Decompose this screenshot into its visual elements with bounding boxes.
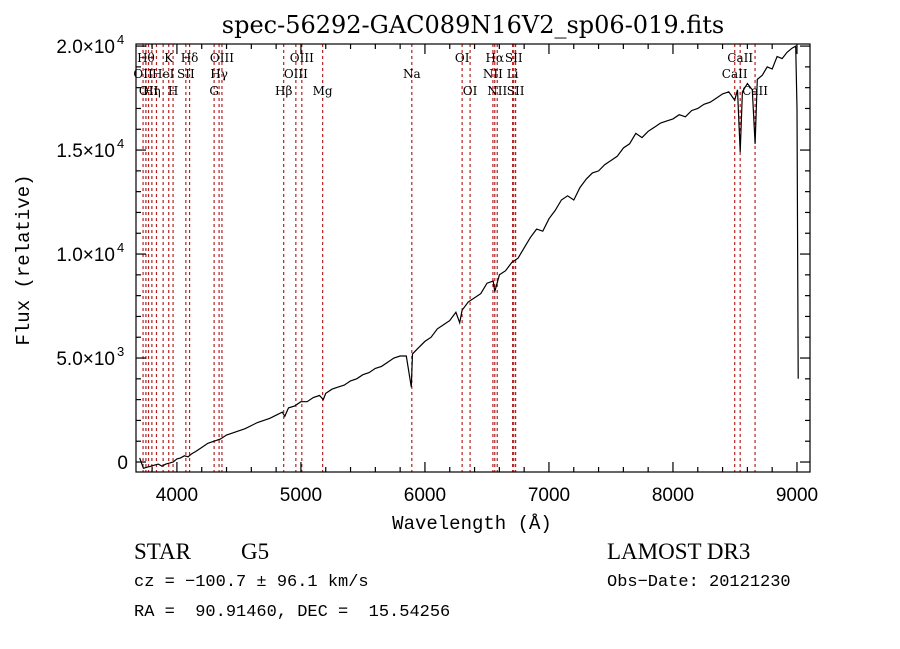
- x-axis-label: Wavelength (Å): [392, 513, 552, 535]
- observation-date: Obs−Date: 20121230: [607, 573, 791, 592]
- x-tick-label: 9000: [776, 485, 818, 506]
- y-tick-label: 2.0×10: [56, 37, 115, 58]
- line-label: K: [164, 51, 174, 65]
- line-label: G: [209, 84, 219, 98]
- line-label: SII: [177, 67, 195, 81]
- y-axis: 05.0×10 31.0×10 41.5×10 42.0×10 4: [56, 32, 810, 474]
- line-label: OIII: [290, 51, 314, 65]
- line-label: Mg: [313, 84, 333, 98]
- line-label: OIII: [210, 51, 234, 65]
- line-label: SII: [505, 51, 523, 65]
- line-label: H: [168, 84, 178, 98]
- spectral-line-labels: OIIHθOIIHηHeIKHSIIHδGHγOIIIHβOIIIOIIIMgN…: [133, 51, 768, 98]
- x-axis: 4000 5000 6000 7000 8000 9000: [151, 44, 818, 506]
- object-subclass: G5: [241, 539, 270, 564]
- line-label: OII: [139, 84, 159, 98]
- chart-title: spec-56292-GAC089N16V2_sp06-019.fits: [222, 11, 724, 39]
- x-tick-label: 8000: [652, 485, 694, 506]
- x-tick-label: 4000: [156, 485, 198, 506]
- object-class: STAR: [134, 539, 191, 564]
- y-tick-label: 5.0×10: [56, 349, 115, 370]
- y-tick-exponent: 4: [117, 136, 124, 151]
- spectral-line-markers: [142, 44, 756, 472]
- line-label: CaII: [722, 67, 748, 81]
- line-label: OI: [463, 84, 478, 98]
- x-tick-label: 5000: [280, 485, 322, 506]
- line-label: SII: [507, 84, 525, 98]
- line-label: Hγ: [210, 67, 228, 81]
- y-tick-label: 1.5×10: [56, 141, 115, 162]
- y-tick-exponent: 3: [117, 344, 124, 359]
- line-label: CaII: [727, 51, 753, 65]
- line-label: Hδ: [181, 51, 199, 65]
- line-label: OI: [455, 51, 470, 65]
- line-label: Hβ: [275, 84, 292, 98]
- plot-frame: [135, 43, 811, 473]
- x-tick-label: 6000: [404, 485, 446, 506]
- line-label: OII: [133, 67, 153, 81]
- line-label: NII: [487, 84, 507, 98]
- y-tick-exponent: 4: [117, 240, 124, 255]
- y-tick-exponent: 4: [117, 32, 124, 47]
- line-label: NII: [483, 67, 503, 81]
- spectrum-series: [139, 45, 799, 470]
- y-tick-label: 0: [117, 453, 128, 474]
- line-label: HeI: [152, 67, 175, 81]
- redshift-info: cz = −100.7 ± 96.1 km/s: [134, 573, 369, 592]
- x-tick-label: 7000: [528, 485, 570, 506]
- line-label: Hα: [485, 51, 504, 65]
- line-label: Hθ: [137, 51, 155, 65]
- survey-name: LAMOST DR3: [607, 539, 751, 564]
- y-tick-label: 1.0×10: [56, 245, 115, 266]
- line-label: Na: [403, 67, 421, 81]
- line-label: OIII: [284, 67, 308, 81]
- line-label: Hη: [143, 84, 161, 98]
- line-label: CaII: [742, 84, 768, 98]
- line-label: Li: [507, 67, 519, 81]
- coordinates-info: RA = 90.91460, DEC = 15.54256: [134, 603, 451, 622]
- y-axis-label: Flux (relative): [13, 174, 35, 345]
